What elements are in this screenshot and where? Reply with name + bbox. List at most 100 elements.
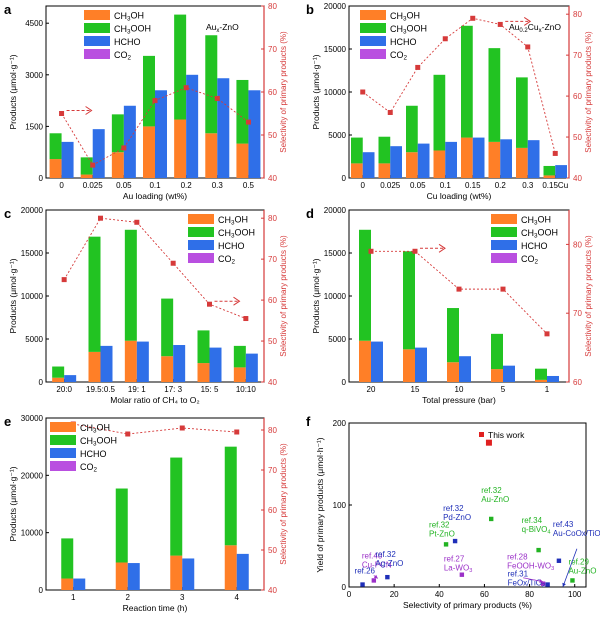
x-tick-label: 1 [545,385,550,394]
x-tick-label: 10 [455,385,464,394]
x-tick-label: 1 [71,593,76,602]
legend-label: CH3OH [390,10,420,22]
reference-catalyst: FeOOH-WO3 [507,562,554,572]
bar-ch3ooh [49,133,62,160]
reference-number: ref.32 [481,486,502,495]
legend-swatch [188,240,214,250]
x-tick-label: 0.15Cu [542,181,568,190]
y-tick-label: 20000 [324,206,347,215]
this-work-point [485,439,492,446]
x-tick-label: 0.05 [410,181,426,190]
legend-label: CO2 [114,50,132,62]
reference-number: ref.29 [568,557,589,566]
bar-ch3oh [170,555,183,590]
bar-ch3oh [447,362,459,382]
legend-swatch [491,227,517,237]
y-tick-label: 15000 [324,249,347,258]
reference-number: ref.26 [355,567,376,576]
bar-hcho [459,356,471,382]
reference-point [459,572,465,577]
selectivity-point [415,64,421,70]
bar-hcho [92,129,105,178]
legend-label: CH3OH [80,422,110,434]
y2-tick-label: 70 [573,51,582,60]
bar-hcho [186,74,199,178]
legend-swatch [84,36,110,46]
reference-number: ref.34 [522,516,543,525]
panel-a: a 0 1500 3000 4500 40 50 60 70 80 0 0.025 0.05 0.1 0.2… [4,2,288,201]
y2-tick-label: 40 [573,174,582,183]
panel-b: b 0 5000 10000 15000 20000 40 50 60 70 80 0 0.025 0.0… [306,2,593,201]
x-tick-label: 80 [525,590,534,599]
reference-point [371,578,377,583]
legend-label: CO2 [390,50,408,62]
legend-label: CH3OH [521,214,551,226]
reference-catalyst: Cu-PCN [362,560,392,569]
bar-ch3ooh [461,25,473,138]
x-tick-label: 60 [480,590,489,599]
reference-point [385,574,390,580]
bar-ch3oh [236,143,249,178]
panel-c: c 0 5000 10000 15000 20000 40 50 60 70 80 20:0 19.5:… [4,206,288,405]
y-tick-label: 10000 [21,292,44,301]
bar-ch3ooh [124,229,137,341]
x-tick-label: 0.025 [380,181,401,190]
x-tick-label: 15: 5 [201,385,219,394]
y-tick-label: 15000 [21,249,44,258]
bar-hcho [217,78,230,178]
legend-label: This work [488,430,525,440]
x-tick-label: 0 [59,181,64,190]
x-tick-label: 0.2 [181,181,193,190]
bar-ch3oh [224,545,237,590]
bar-hcho [100,345,113,382]
legend-swatch [188,253,214,263]
x-tick-label: 4 [235,593,240,602]
pointer-head [539,579,544,583]
selectivity-point [59,111,65,116]
x-tick-label: 2 [126,593,131,602]
x-tick-label: 3 [180,593,185,602]
selectivity-point [552,150,558,156]
bar-ch3ooh [205,35,218,134]
y2-tick-label: 70 [573,309,582,318]
x-tick-label: 20 [367,385,376,394]
x-tick-label: 17: 3 [164,385,182,394]
selectivity-point [234,429,240,435]
y2-tick-label: 50 [268,337,277,346]
y-tick-label: 0 [342,583,347,592]
y-tick-label: 4500 [25,19,43,28]
x-tick-label: 0.3 [212,181,224,190]
bar-hcho [527,140,540,178]
y2-axis-title: Selectivity of primary products (%) [279,235,288,357]
legend-swatch [84,49,110,59]
y-tick-label: 200 [333,419,347,428]
legend-swatch [360,49,386,59]
y-axis-title: Products (μmol·g⁻¹) [8,54,18,129]
bar-hcho [472,137,485,178]
pointer-line [562,548,578,587]
bar-ch3oh [49,159,62,178]
bar-ch3oh [61,578,74,590]
y2-tick-label: 80 [573,10,582,19]
reference-number: ref.32 [375,550,396,559]
legend-swatch [360,10,386,20]
reference-catalyst: Au-ZnO [481,495,509,504]
x-tick-label: 0 [361,181,366,190]
y-tick-label: 15000 [324,45,347,54]
x-tick-label: 0.15 [465,181,481,190]
legend-swatch [360,36,386,46]
bar-ch3oh [433,150,446,178]
x-tick-label: 0.2 [495,181,507,190]
bar-ch3ooh [447,308,459,363]
reference-catalyst: Ag-ZnO [375,559,403,568]
bar-hcho [173,345,186,382]
bar-hcho [500,139,512,178]
y2-tick-label: 80 [268,2,277,11]
y-axis-title: Products (μmol·g⁻¹) [311,258,321,333]
bar-ch3oh [205,133,218,178]
reference-number: ref.31 [508,570,529,579]
legend-label: CH3OH [114,10,144,22]
y-axis-title: Yield of primary products (μmol·h⁻¹) [315,437,325,572]
selectivity-point [525,44,531,50]
y2-axis-title: Selectivity of primary products (%) [584,31,593,153]
